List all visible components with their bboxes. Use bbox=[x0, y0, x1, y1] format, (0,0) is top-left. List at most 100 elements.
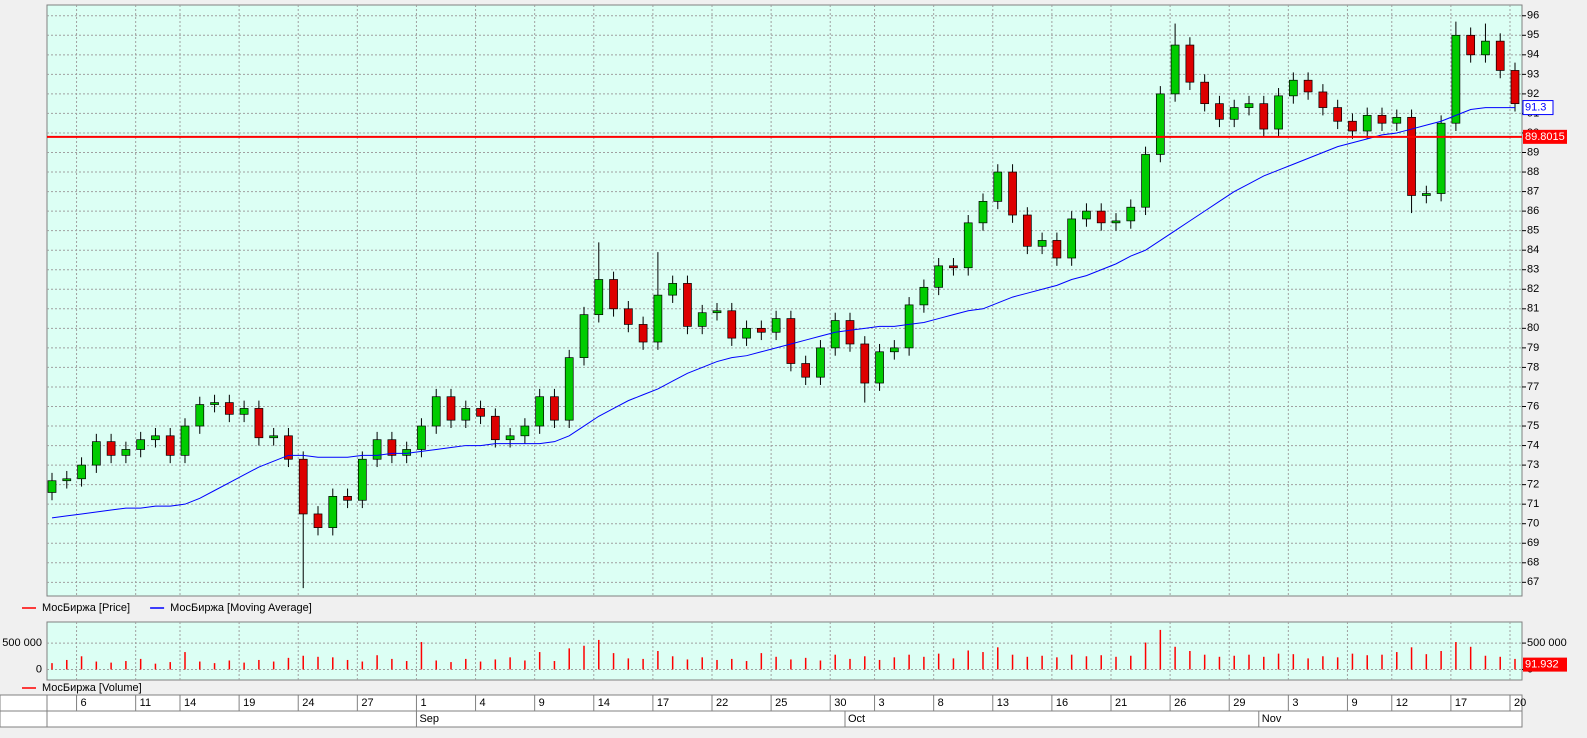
volume-bar bbox=[110, 662, 112, 670]
volume-bar bbox=[1041, 655, 1043, 670]
candle-body bbox=[476, 408, 485, 417]
candle-body bbox=[151, 435, 160, 441]
candle-body bbox=[623, 308, 633, 325]
candle-body bbox=[165, 435, 175, 456]
legend-label: МосБиржа [Volume] bbox=[42, 682, 142, 694]
candle-body bbox=[343, 496, 352, 501]
volume-bar bbox=[420, 642, 423, 670]
volume-bar bbox=[1469, 646, 1472, 670]
volume-bar bbox=[80, 656, 83, 670]
volume-panel bbox=[46, 621, 1523, 681]
volume-bar bbox=[804, 657, 807, 670]
candle-body bbox=[1244, 103, 1254, 108]
last-volume-label: 91.932 bbox=[1525, 659, 1559, 671]
x-tick-label: 21 bbox=[1115, 697, 1127, 709]
volume-bar bbox=[1455, 642, 1457, 670]
x-tick-label: 19 bbox=[243, 697, 255, 709]
volume-bar bbox=[1115, 656, 1117, 670]
x-tick-label: 22 bbox=[716, 697, 728, 709]
volume-bar bbox=[509, 657, 511, 670]
candle-body bbox=[756, 327, 766, 333]
volume-bar bbox=[1056, 657, 1058, 670]
volume-bar bbox=[745, 661, 748, 670]
y-tick-label: 82 bbox=[1527, 283, 1539, 295]
y-tick-label: 70 bbox=[1527, 518, 1539, 530]
volume-bar bbox=[346, 659, 349, 670]
candle-body bbox=[594, 279, 604, 316]
candle-body bbox=[609, 279, 618, 310]
candle-body bbox=[505, 435, 515, 441]
candle-body bbox=[949, 265, 958, 269]
candle-body bbox=[1333, 107, 1343, 122]
x-tick-label: 17 bbox=[657, 697, 669, 709]
candle-body bbox=[1126, 206, 1136, 222]
volume-bar bbox=[524, 660, 526, 670]
y-tick-label: 85 bbox=[1527, 225, 1539, 237]
volume-bar bbox=[937, 653, 940, 670]
candle-body bbox=[1259, 103, 1269, 130]
legend-label: МосБиржа [Moving Average] bbox=[170, 602, 312, 614]
candle-body bbox=[786, 318, 796, 364]
volume-bar bbox=[1203, 654, 1206, 670]
x-tick-label: 1 bbox=[420, 697, 426, 709]
candle-body bbox=[224, 402, 234, 415]
volume-bar bbox=[967, 650, 969, 670]
y-tick-label: 500 000 bbox=[1527, 637, 1567, 649]
candle-body bbox=[1392, 116, 1402, 124]
volume-bar bbox=[228, 660, 231, 670]
volume-bar bbox=[1233, 655, 1235, 670]
volume-bar bbox=[125, 661, 127, 670]
candle-body bbox=[461, 408, 471, 421]
candle-body bbox=[1318, 91, 1328, 108]
volume-bar bbox=[139, 658, 142, 670]
volume-bar bbox=[1218, 656, 1221, 670]
volume-bar bbox=[435, 660, 437, 670]
volume-bar bbox=[154, 663, 157, 670]
month-label: Nov bbox=[1262, 713, 1282, 725]
candle-body bbox=[239, 408, 249, 415]
candle-body bbox=[1052, 240, 1062, 259]
volume-bar bbox=[952, 658, 955, 670]
candle-body bbox=[1303, 79, 1313, 93]
volume-bar bbox=[1410, 647, 1413, 670]
volume-bar bbox=[1026, 656, 1029, 670]
volume-bar bbox=[538, 652, 541, 670]
y-tick-label: 79 bbox=[1527, 342, 1539, 354]
x-tick-label: 26 bbox=[1174, 697, 1186, 709]
x-tick-label: 16 bbox=[1056, 697, 1068, 709]
volume-bar bbox=[1130, 655, 1132, 670]
x-tick-label: 30 bbox=[834, 697, 846, 709]
candle-body bbox=[1111, 220, 1121, 224]
volume-bar bbox=[302, 655, 304, 670]
volume-bar bbox=[1366, 655, 1368, 670]
candle-body bbox=[1362, 115, 1372, 132]
volume-bar bbox=[583, 645, 585, 670]
x-tick-label: 4 bbox=[480, 697, 486, 709]
y-tick-label: 75 bbox=[1527, 420, 1539, 432]
candle-body bbox=[77, 464, 86, 480]
candle-body bbox=[91, 441, 101, 466]
volume-bar bbox=[258, 659, 260, 670]
volume-bar bbox=[1011, 654, 1014, 670]
volume-bar bbox=[465, 658, 467, 670]
candle-body bbox=[919, 286, 929, 306]
month-label: Oct bbox=[848, 713, 865, 725]
candle-body bbox=[934, 265, 944, 288]
candle-body bbox=[638, 324, 648, 343]
candle-body bbox=[1170, 44, 1180, 95]
x-tick-label: 14 bbox=[184, 697, 196, 709]
candle-body bbox=[372, 439, 382, 460]
candle-body bbox=[47, 480, 57, 493]
volume-bar bbox=[790, 659, 792, 670]
candle-body bbox=[62, 478, 72, 482]
volume-bar bbox=[834, 654, 836, 670]
y-tick-label: 89 bbox=[1527, 146, 1539, 158]
x-tick-label: 24 bbox=[302, 697, 314, 709]
candle-body bbox=[845, 320, 855, 345]
volume-bar bbox=[272, 661, 275, 670]
x-tick-label: 13 bbox=[997, 697, 1009, 709]
candle-body bbox=[668, 283, 678, 296]
volume-bar bbox=[775, 656, 777, 670]
candle-body bbox=[136, 439, 146, 450]
